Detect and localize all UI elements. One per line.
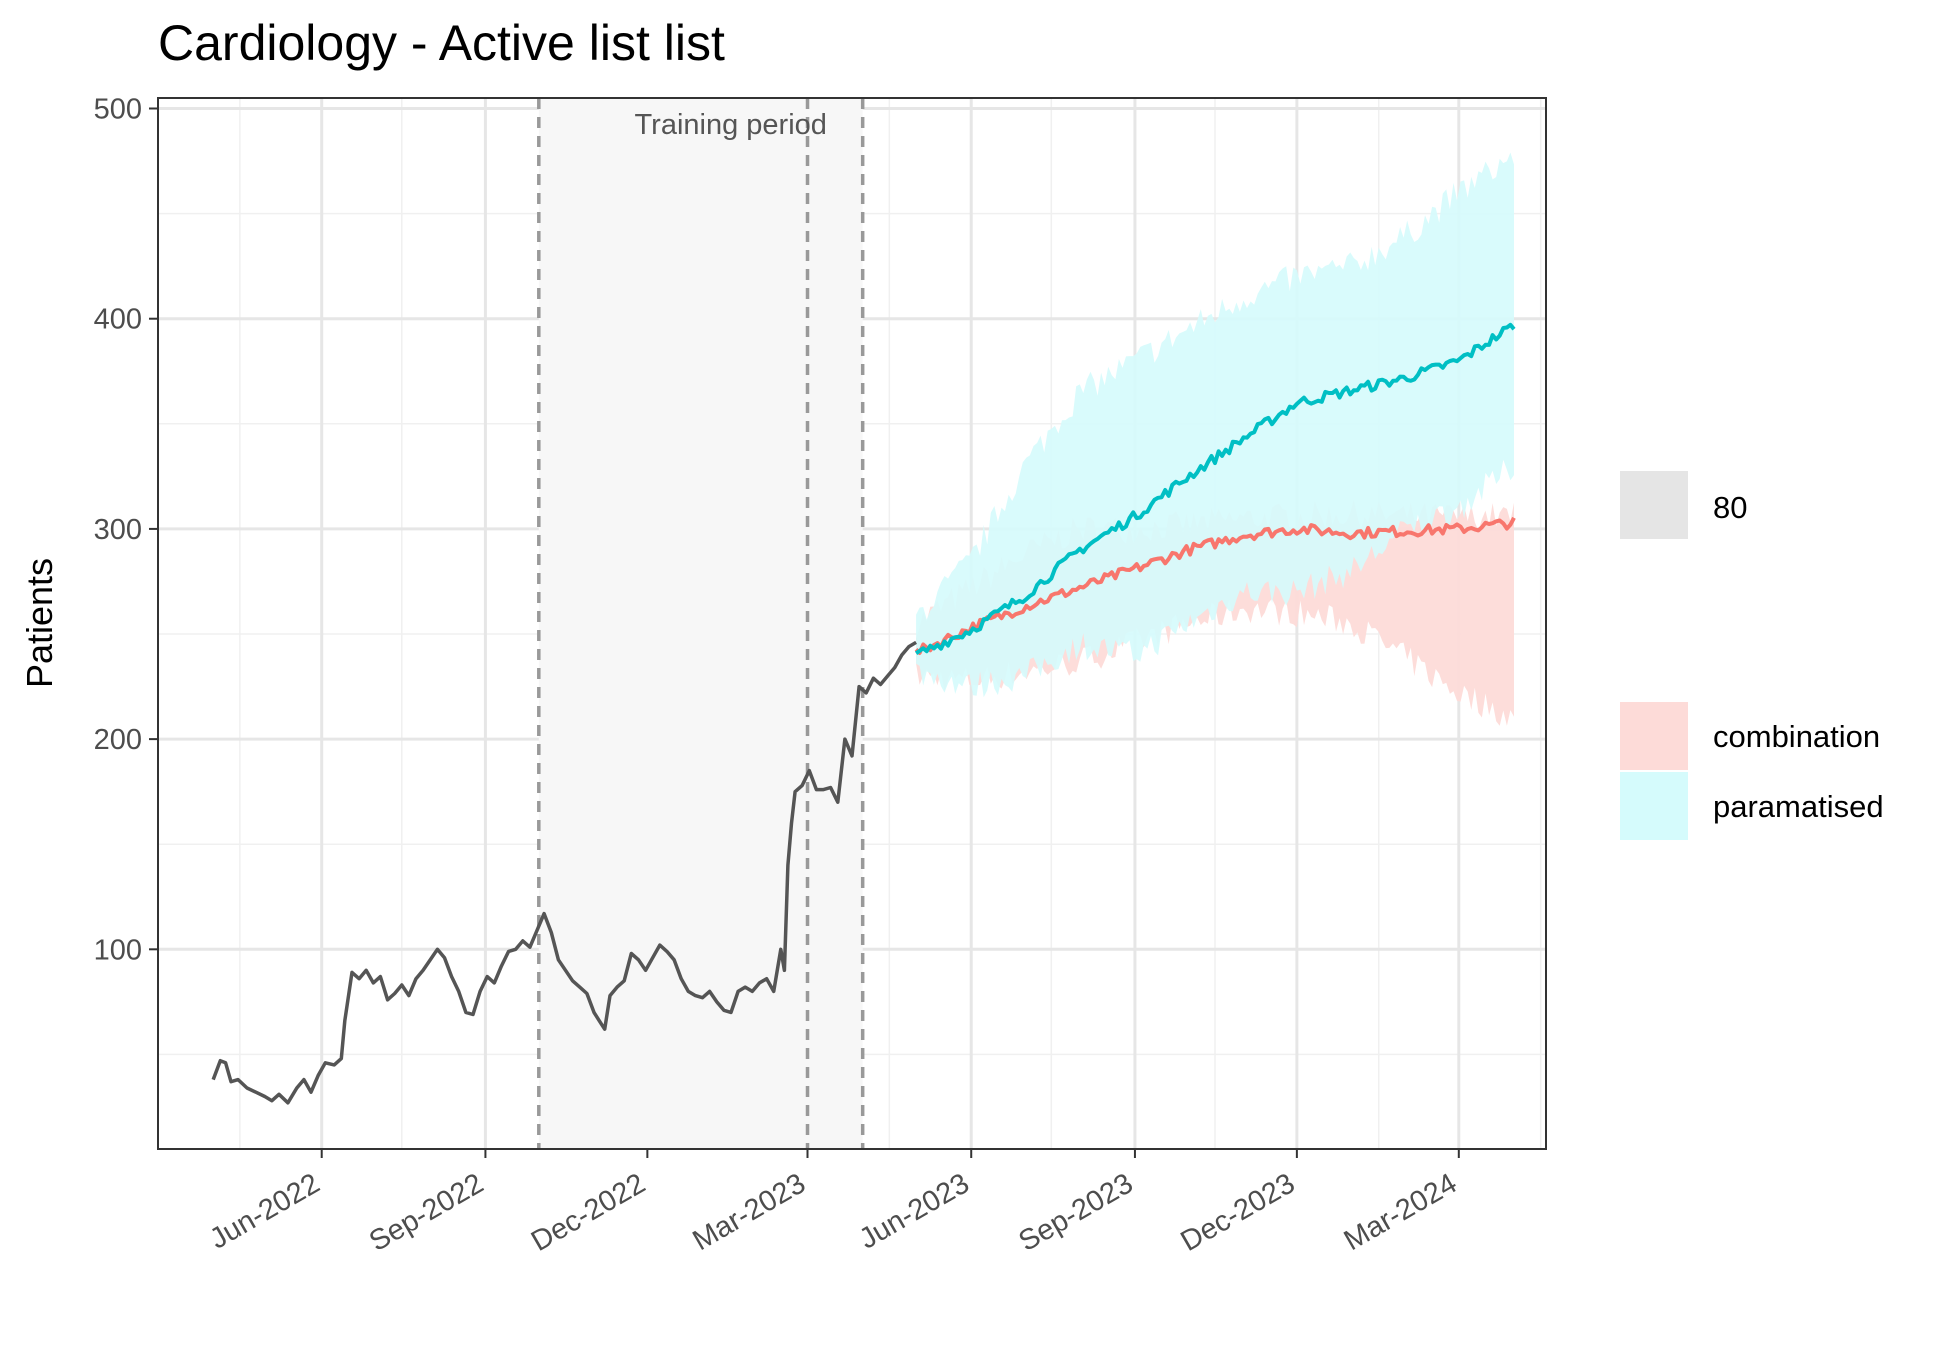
legend-swatch-level xyxy=(1620,471,1688,539)
x-tick-label: Mar-2024 xyxy=(1339,1167,1462,1257)
legend-swatch-paramatised xyxy=(1620,772,1688,840)
x-tick-label: Dec-2022 xyxy=(526,1167,651,1258)
y-axis-title: Patients xyxy=(19,558,60,688)
y-axis: 100 200 300 400 500 xyxy=(94,94,158,966)
plot-border xyxy=(157,97,1547,1150)
y-tick-label: 200 xyxy=(94,724,142,756)
y-tick-label: 400 xyxy=(94,304,142,336)
training-period-label: Training period xyxy=(635,109,827,141)
training-period-shading xyxy=(538,98,863,1149)
y-tick-label: 300 xyxy=(94,514,142,546)
x-tick-label: Jun-2023 xyxy=(854,1167,975,1255)
legend-swatch-combination xyxy=(1620,702,1688,770)
x-axis: Jun-2022 Sep-2022 Dec-2022 Mar-2023 Jun-2023… xyxy=(204,1149,1462,1258)
x-tick-label: Jun-2022 xyxy=(204,1167,325,1255)
training-period-area xyxy=(538,98,863,1149)
x-tick-label: Sep-2023 xyxy=(1014,1167,1139,1258)
legend: 80 combination paramatised xyxy=(1620,471,1884,840)
legend-label-combination: combination xyxy=(1713,719,1880,754)
plot-frame xyxy=(157,97,1547,1150)
chart-title: Cardiology - Active list list xyxy=(158,15,725,71)
line-paramatised xyxy=(914,322,1516,655)
vertical-reference-lines xyxy=(537,98,865,1149)
x-tick-label: Sep-2022 xyxy=(364,1167,489,1258)
line-combination xyxy=(914,516,1516,655)
y-tick-label: 500 xyxy=(94,94,142,126)
line-observed xyxy=(211,640,917,1105)
y-tick-label: 100 xyxy=(94,934,142,966)
series-lines xyxy=(211,322,1516,1105)
band-paramatised xyxy=(916,152,1514,698)
x-tick-label: Dec-2023 xyxy=(1175,1167,1300,1258)
legend-label-level: 80 xyxy=(1713,490,1747,525)
x-tick-label: Mar-2023 xyxy=(688,1167,811,1257)
legend-label-paramatised: paramatised xyxy=(1713,789,1884,824)
